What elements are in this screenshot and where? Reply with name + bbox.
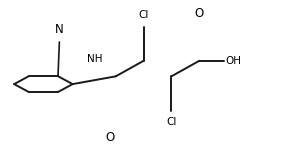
Text: O: O [106, 131, 115, 144]
Text: O: O [195, 7, 204, 20]
Text: N: N [55, 23, 64, 36]
Text: Cl: Cl [166, 117, 177, 127]
Text: Cl: Cl [138, 10, 149, 20]
Text: OH: OH [226, 56, 242, 66]
Text: NH: NH [87, 54, 103, 64]
